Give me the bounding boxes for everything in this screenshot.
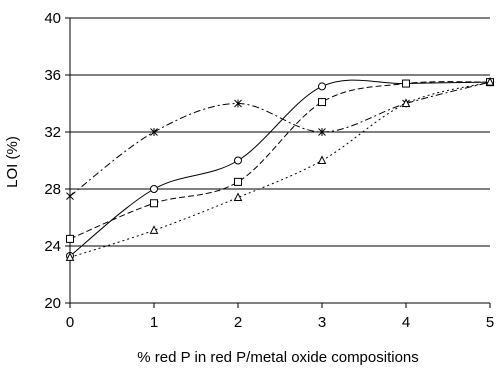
data-point-star-3: [318, 128, 326, 136]
y-axis-label: LOI (%): [4, 136, 21, 188]
tick-labels: 20 24 28 32 36 40 0 1 2 3 4 5: [44, 10, 494, 331]
x-tick-label-5: 5: [486, 314, 494, 331]
data-point-triangle-0: [65, 252, 75, 261]
series-line-triangle: [69, 81, 491, 258]
y-tick-label-1: 24: [44, 238, 61, 255]
series-star: [66, 78, 494, 201]
series-group: [65, 77, 495, 261]
data-point-square-0: [66, 234, 74, 243]
data-point-circle-1: [150, 185, 158, 193]
data-point-square-2: [234, 177, 242, 186]
data-point-star-0: [66, 192, 74, 201]
data-point-circle-3: [318, 82, 326, 91]
data-point-circle-2: [234, 156, 242, 165]
y-tick-label-2: 28: [44, 181, 61, 198]
y-tick-label-0: 20: [44, 295, 61, 312]
x-axis-label: % red P in red P/metal oxide composition…: [137, 349, 419, 366]
x-tick-label-0: 0: [66, 314, 74, 331]
y-tick-label-4: 36: [44, 67, 61, 84]
data-point-star-2: [234, 99, 242, 108]
series-triangle: [65, 77, 495, 261]
data-point-triangle-3: [317, 155, 327, 164]
data-point-triangle-1: [149, 225, 159, 234]
data-point-triangle-5: [485, 77, 495, 86]
data-point-square-1: [150, 199, 158, 208]
data-point-square-3: [318, 98, 326, 107]
y-tick-label-5: 40: [44, 10, 61, 27]
x-tick-label-4: 4: [402, 314, 410, 331]
x-tick-label-2: 2: [234, 314, 242, 331]
data-point-triangle-4: [401, 98, 411, 107]
series-line-square: [69, 81, 491, 240]
gridlines: [70, 17, 490, 247]
x-tick-label-1: 1: [150, 314, 158, 331]
data-point-triangle-2: [233, 192, 243, 202]
series-line-star: [69, 81, 491, 197]
x-tick-label-3: 3: [318, 314, 326, 331]
data-point-star-1: [150, 128, 158, 136]
data-point-square-4: [402, 79, 410, 88]
y-tick-label-3: 32: [44, 124, 61, 141]
